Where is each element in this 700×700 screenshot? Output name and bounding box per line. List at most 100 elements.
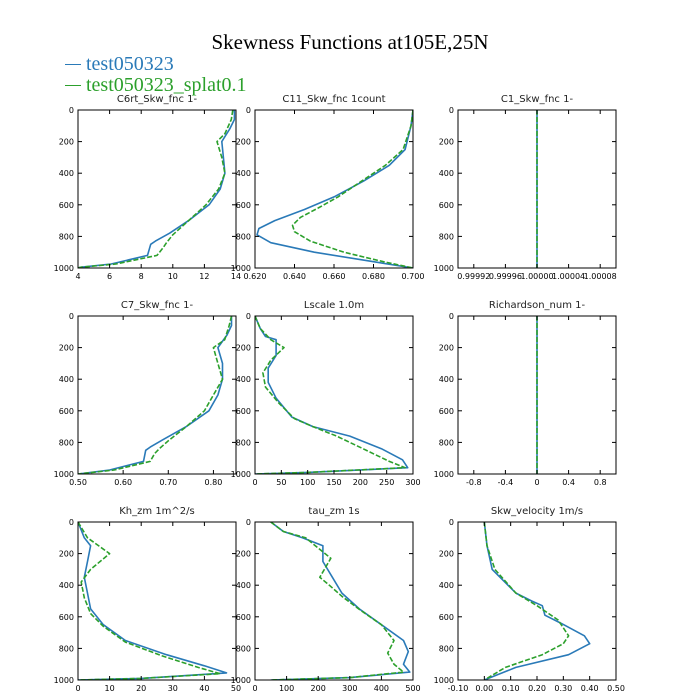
y-tick-label: 600 [439,407,454,416]
plot-frame [255,522,413,680]
y-tick-label: 800 [439,232,454,241]
x-tick-label: 0 [534,478,539,487]
y-tick-label: 0 [246,106,251,115]
y-tick-label: 600 [59,407,74,416]
x-tick-label: 0.8 [594,478,607,487]
y-tick-label: 200 [59,344,74,353]
y-tick-label: 0 [449,106,454,115]
x-tick-label: 100 [279,684,294,693]
x-tick-label: 250 [379,478,394,487]
series-line [78,522,220,680]
y-tick-label: 800 [59,438,74,447]
x-tick-label: 0 [252,478,257,487]
y-tick-label: 400 [236,169,251,178]
x-tick-label: 0.20 [528,684,546,693]
series-group [78,316,232,474]
panel-title: C6rt_Skw_fnc 1- [117,94,198,105]
plot-frame [458,522,616,680]
x-tick-label: -0.8 [466,478,482,487]
y-tick-label: 200 [236,550,251,559]
y-tick-label: 1000 [54,676,74,685]
y-tick-label: 800 [439,644,454,653]
x-tick-label: 300 [405,478,420,487]
y-tick-label: 400 [439,375,454,384]
x-tick-label: 12 [199,272,209,281]
y-tick-label: 1000 [434,264,454,273]
series-group [271,522,410,680]
y-tick-label: 400 [59,169,74,178]
y-tick-label: 600 [59,201,74,210]
series-line [255,316,408,474]
y-tick-label: 200 [59,138,74,147]
y-tick-label: 200 [236,138,251,147]
x-tick-label: 150 [326,478,341,487]
x-tick-label: 0.680 [362,272,385,281]
x-tick-label: 0.640 [283,272,306,281]
x-tick-label: 1.00008 [584,272,617,281]
x-tick-label: 0.40 [581,684,599,693]
series-line [255,316,405,474]
chart-panel: Richardson_num 1- 0 200 400 600 800 1000 -0.8 -0… [434,300,616,487]
series-line [271,522,404,680]
series-group [78,522,227,680]
panel-title: C7_Skw_fnc 1- [121,300,194,311]
y-tick-label: 1000 [231,470,251,479]
series-group [78,110,234,268]
x-tick-label: 30 [168,684,178,693]
y-tick-label: 1000 [434,470,454,479]
y-tick-label: 800 [59,644,74,653]
panel-title: tau_zm 1s [308,506,359,517]
x-tick-label: 10 [168,272,178,281]
y-tick-label: 0 [449,312,454,321]
y-tick-label: 0 [449,518,454,527]
y-tick-label: 600 [439,613,454,622]
y-tick-label: 200 [439,344,454,353]
y-tick-label: 400 [439,581,454,590]
y-tick-label: 800 [439,438,454,447]
panel-title: Lscale 1.0m [304,300,364,311]
y-tick-label: 600 [236,407,251,416]
x-tick-label: 1.00004 [552,272,585,281]
y-tick-label: 600 [439,201,454,210]
series-line [78,522,227,680]
x-tick-label: 0.50 [607,684,625,693]
x-tick-label: -0.10 [448,684,469,693]
x-tick-label: 40 [199,684,209,693]
y-tick-label: 400 [236,375,251,384]
x-tick-label: 0.60 [114,478,132,487]
x-tick-label: 0.50 [69,478,87,487]
y-tick-label: 200 [439,138,454,147]
y-tick-label: 1000 [54,264,74,273]
series-line [78,316,232,474]
x-tick-label: 0.4 [562,478,575,487]
y-tick-label: 0 [69,518,74,527]
x-tick-label: 0 [75,684,80,693]
chart-panel: C1_Skw_fnc 1-020040060080010000.999920.9… [434,94,617,281]
x-tick-label: 0.620 [244,272,267,281]
x-tick-label: 50 [276,478,286,487]
panel-title: Kh_zm 1m^2/s [119,506,195,517]
x-tick-label: 20 [136,684,146,693]
x-tick-label: 0.99992 [457,272,490,281]
x-tick-label: 0.10 [502,684,520,693]
series-line [484,522,568,680]
y-tick-label: 200 [236,344,251,353]
y-tick-label: 800 [59,232,74,241]
y-tick-label: 400 [59,375,74,384]
chart-panel: Skw_velocity 1m/s 0 200 400 600 800 1000-0.10 0… [434,506,625,693]
x-tick-label: 8 [139,272,144,281]
x-tick-label: 6 [107,272,112,281]
y-tick-label: 0 [69,312,74,321]
x-tick-label: 200 [311,684,326,693]
series-line [78,110,233,268]
plot-frame [78,110,236,268]
y-tick-label: 800 [236,232,251,241]
y-tick-label: 200 [59,550,74,559]
y-tick-label: 1000 [231,676,251,685]
panel-title: C11_Skw_fnc 1count [282,94,385,105]
x-tick-label: 0.660 [323,272,346,281]
panel-title: C1_Skw_fnc 1- [501,94,574,105]
